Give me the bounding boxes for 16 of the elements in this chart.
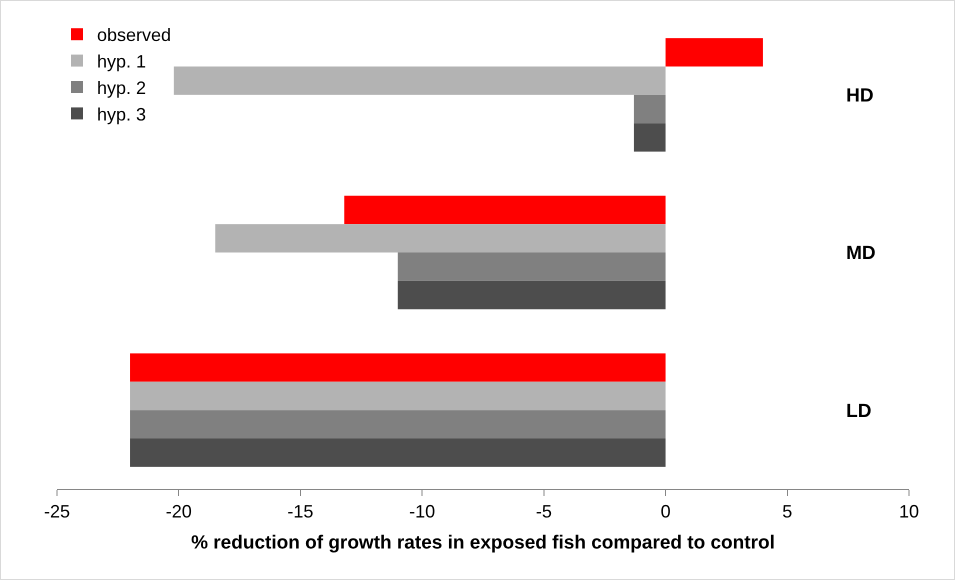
x-tick-label: 0 xyxy=(660,502,671,522)
x-tick-label: -15 xyxy=(287,502,314,522)
y-tick-label: MD xyxy=(846,243,876,264)
x-tick-label: 10 xyxy=(898,502,920,522)
legend-label: hyp. 1 xyxy=(97,52,146,72)
x-tick-label: -25 xyxy=(44,502,70,522)
legend-label: hyp. 2 xyxy=(97,78,146,98)
y-tick-label: HD xyxy=(846,85,874,106)
legend-label: hyp. 3 xyxy=(97,104,146,124)
legend-label: observed xyxy=(97,25,172,46)
x-tick-label: -5 xyxy=(536,502,552,522)
x-tick-label: -10 xyxy=(409,502,436,522)
y-tick-label: LD xyxy=(846,400,872,422)
x-axis-title: % reduction of growth rates in exposed fish compared to control xyxy=(191,532,775,554)
x-tick-label: -20 xyxy=(166,502,192,522)
x-tick-label: 5 xyxy=(782,502,792,522)
